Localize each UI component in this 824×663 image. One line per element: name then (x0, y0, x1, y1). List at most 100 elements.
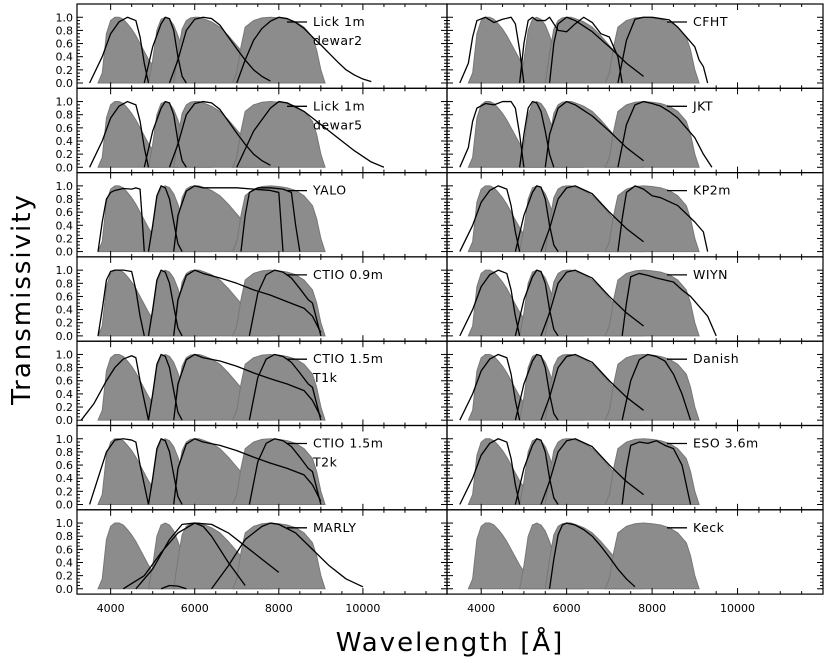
filter-curve-4 (621, 440, 692, 505)
reference-band-4 (604, 16, 700, 84)
filter-curve-1 (80, 355, 150, 421)
filter-curve-4 (621, 272, 717, 337)
panel-lick-1m-dewar5: 0.00.20.40.60.81.0 Lick 1m dewar5 (56, 87, 448, 174)
filter-curve-1 (122, 522, 280, 590)
y-tick-label: 0.0 (56, 330, 74, 343)
y-tick-label: 0.4 (56, 556, 74, 569)
reference-band-4 (231, 16, 326, 84)
y-tick-label: 0.2 (56, 148, 74, 161)
filter-curve-3 (540, 353, 644, 421)
filter-curve-1 (459, 100, 525, 168)
filter-curve-2 (514, 185, 559, 252)
filter-curve-1 (88, 438, 150, 505)
filter-curve-3 (168, 100, 271, 168)
filter-curve-1 (459, 16, 525, 84)
panel-lick-1m-dewar2: 0.00.20.40.60.81.0 Lick 1m dewar2 (56, 3, 448, 90)
panel-eso-3-6m: ESO 3.6m (446, 424, 824, 511)
y-tick-label: 0.4 (56, 388, 74, 401)
panel-label: Keck (693, 520, 725, 535)
y-tick-label: 0.8 (56, 24, 74, 37)
panel-yalo: 0.00.20.40.60.81.0 YALO (56, 172, 448, 259)
filter-curve-4 (236, 16, 372, 84)
panel-danish: Danish (446, 340, 824, 427)
filter-curve-2 (514, 438, 559, 505)
filter-curve-2 (147, 438, 183, 505)
filter-curve-3 (173, 438, 322, 505)
reference-band-4 (604, 522, 700, 590)
filter-curve-3 (173, 185, 284, 252)
y-tick-label: 0.8 (56, 193, 74, 206)
panel-ctio-1-5m-t1k: 0.00.20.40.60.81.0 CTIO 1.5m T1k (56, 340, 448, 427)
filter-curve-1 (548, 522, 636, 589)
panel-label: ESO 3.6m (693, 436, 759, 451)
y-tick-label: 1.0 (56, 433, 74, 446)
panel-label: KP2m (693, 183, 731, 198)
filter-curve-4 (160, 584, 187, 590)
y-tick-label: 0.6 (56, 375, 74, 388)
filter-curve-1 (459, 269, 521, 337)
panel-label: CFHT (693, 14, 728, 29)
reference-band-4 (231, 101, 326, 168)
y-tick-label: 0.6 (56, 459, 74, 472)
x-tick-label: 8000 (638, 602, 666, 615)
panel-kp2m: KP2m (446, 172, 824, 258)
y-axis-title: Transmissivity (7, 193, 37, 406)
filter-curve-2 (143, 16, 187, 84)
panel-label: T1k (312, 370, 338, 385)
filter-curve-1 (97, 187, 145, 252)
y-tick-label: 1.0 (56, 11, 74, 24)
filter-curve-1 (459, 438, 521, 505)
y-tick-label: 0.6 (56, 543, 74, 556)
filter-curve-2 (518, 16, 623, 84)
panel-label: YALO (312, 183, 347, 198)
panel-label: MARLY (313, 520, 356, 535)
y-tick-label: 0.0 (56, 498, 74, 511)
filter-curve-1 (89, 100, 150, 168)
panel-label: T2k (312, 455, 338, 470)
y-tick-label: 1.0 (56, 348, 74, 361)
y-tick-label: 0.2 (56, 401, 74, 414)
y-tick-label: 0.0 (56, 414, 74, 427)
panel-label: WIYN (693, 267, 728, 282)
filter-curve-4 (621, 353, 692, 421)
panel-cfht: CFHT (446, 3, 824, 89)
y-tick-label: 0.8 (56, 277, 74, 290)
y-tick-label: 0.6 (56, 290, 74, 303)
y-tick-label: 0.4 (56, 304, 74, 317)
reference-band-4 (604, 353, 700, 421)
reference-band-4 (231, 522, 326, 590)
filter-curve-2 (135, 522, 246, 590)
y-tick-label: 0.0 (56, 583, 74, 596)
reference-band-4 (604, 185, 700, 253)
filter-curve-4 (240, 187, 301, 252)
reference-band-4 (604, 101, 700, 168)
y-tick-label: 0.2 (56, 317, 74, 330)
filter-curve-2 (147, 269, 183, 337)
reference-band-4 (231, 269, 326, 337)
y-tick-label: 0.8 (56, 109, 74, 122)
y-tick-label: 1.0 (56, 517, 74, 530)
y-tick-label: 0.0 (56, 246, 74, 259)
x-axis-title: Wavelength [Å] (336, 626, 565, 658)
filter-curve-3 (173, 269, 322, 336)
panel-label: Lick 1m (313, 98, 365, 113)
y-tick-label: 1.0 (56, 180, 74, 193)
y-tick-label: 0.8 (56, 362, 74, 375)
filter-curve-4 (617, 185, 709, 252)
panel-ctio-0-9m: 0.00.20.40.60.81.0 CTIO 0.9m (56, 256, 448, 343)
filter-curve-3 (540, 185, 644, 252)
filter-curve-3 (173, 353, 322, 421)
reference-band-4 (604, 269, 700, 337)
x-tick-label: 10000 (345, 602, 380, 615)
y-tick-label: 0.4 (56, 51, 74, 64)
x-tick-label: 4000 (467, 602, 495, 615)
reference-band-4 (231, 438, 326, 505)
y-tick-label: 0.6 (56, 122, 74, 135)
panel-label: CTIO 1.5m (313, 351, 383, 366)
filter-curve-3 (540, 438, 644, 505)
panel-label: CTIO 0.9m (313, 267, 383, 282)
y-tick-label: 0.0 (56, 161, 74, 174)
panel-jkt: JKT (446, 87, 824, 174)
reference-band-4 (604, 438, 700, 505)
